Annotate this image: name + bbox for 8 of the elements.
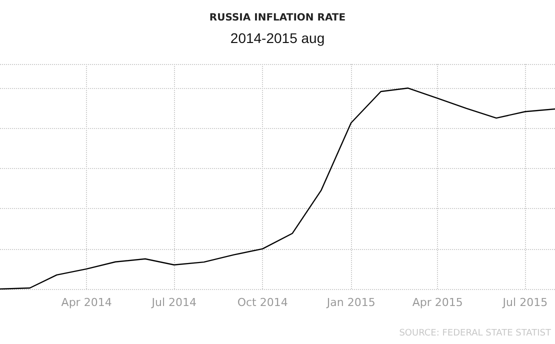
x-tick-label: Jan 2015	[326, 296, 376, 309]
x-tick-label: Apr 2015	[412, 296, 463, 309]
x-tick-label: Jul 2015	[502, 296, 548, 309]
chart-subtitle: 2014-2015 aug	[230, 30, 325, 46]
x-tick-label: Apr 2014	[61, 296, 112, 309]
x-tick-label: Jul 2014	[150, 296, 196, 309]
x-tick-label: Oct 2014	[237, 296, 288, 309]
chart-title: RUSSIA INFLATION RATE	[209, 12, 346, 24]
